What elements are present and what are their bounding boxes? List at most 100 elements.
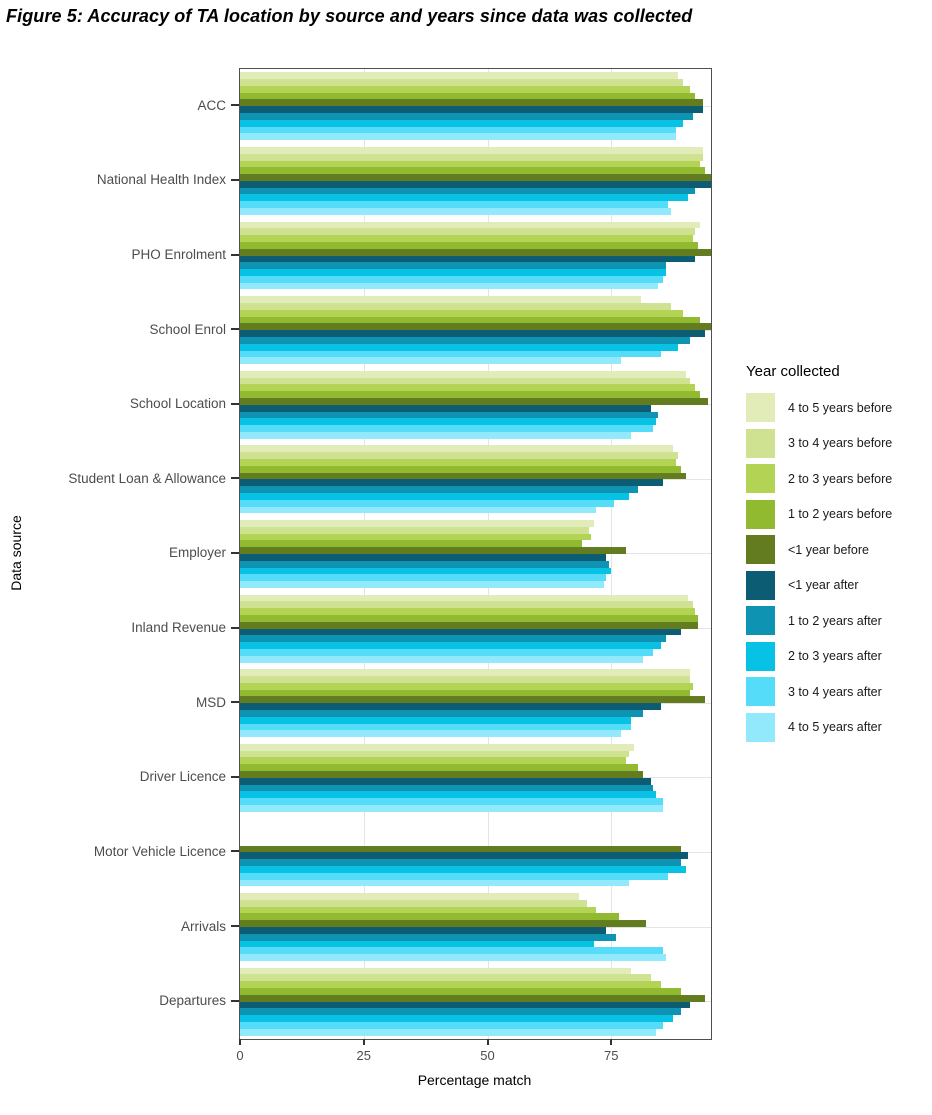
category-label: Inland Revenue bbox=[131, 620, 226, 636]
category-label: PHO Enrolment bbox=[131, 247, 226, 263]
category-label: Student Loan & Allowance bbox=[68, 470, 226, 486]
bar bbox=[240, 174, 711, 181]
category-row: Student Loan & Allowance bbox=[0, 441, 239, 516]
x-tick-mark bbox=[610, 1039, 613, 1045]
category-band bbox=[240, 367, 711, 442]
bar bbox=[240, 235, 693, 242]
bar bbox=[240, 635, 666, 643]
bar-group bbox=[240, 296, 711, 365]
bar bbox=[240, 113, 693, 120]
bar bbox=[240, 655, 644, 663]
bar bbox=[240, 757, 627, 765]
bar bbox=[240, 845, 681, 853]
category-band bbox=[240, 69, 711, 144]
bar bbox=[240, 208, 671, 215]
legend-label: <1 year after bbox=[788, 578, 859, 592]
bar bbox=[240, 954, 666, 961]
bar bbox=[240, 716, 632, 724]
bar-group bbox=[240, 743, 711, 812]
bar bbox=[240, 506, 597, 514]
legend-item: <1 year before bbox=[746, 535, 932, 564]
bar bbox=[240, 920, 646, 927]
bar bbox=[240, 940, 594, 948]
y-tick-mark bbox=[231, 253, 239, 256]
legend: Year collected 4 to 5 years before 3 to 4… bbox=[746, 363, 932, 748]
category-band bbox=[240, 591, 711, 666]
bar bbox=[240, 927, 607, 934]
legend-item: 3 to 4 years before bbox=[746, 428, 932, 458]
bar bbox=[240, 519, 594, 527]
legend-label: 3 to 4 years after bbox=[788, 684, 882, 699]
bar bbox=[240, 126, 676, 134]
bar bbox=[240, 397, 708, 405]
y-tick-mark bbox=[231, 477, 239, 480]
y-tick-mark bbox=[231, 850, 239, 853]
bar bbox=[240, 682, 693, 690]
category-row: MSD bbox=[0, 665, 239, 740]
bar bbox=[240, 499, 614, 507]
bar bbox=[240, 893, 580, 900]
bar bbox=[240, 1015, 674, 1022]
bar bbox=[240, 906, 597, 914]
bar bbox=[240, 119, 684, 127]
category-band bbox=[240, 442, 711, 517]
y-tick-mark bbox=[231, 775, 239, 778]
bar bbox=[240, 723, 632, 731]
legend-swatch bbox=[746, 499, 775, 529]
bar bbox=[240, 472, 686, 480]
legend-swatch bbox=[746, 606, 775, 635]
y-tick-mark bbox=[231, 925, 239, 927]
x-tick-label: 75 bbox=[604, 1048, 619, 1063]
bar bbox=[240, 357, 622, 365]
category-row: Employer bbox=[0, 516, 239, 591]
legend-swatch bbox=[746, 677, 775, 706]
legend-item: <1 year after bbox=[746, 570, 932, 600]
category-label: School Enrol bbox=[149, 321, 226, 337]
bar bbox=[240, 391, 701, 398]
bar bbox=[240, 486, 639, 493]
bar-group bbox=[240, 221, 711, 290]
y-tick-mark bbox=[231, 626, 239, 629]
category-row: Driver Licence bbox=[0, 739, 239, 814]
bar bbox=[240, 825, 711, 832]
bar bbox=[240, 133, 676, 141]
legend-label: 2 to 3 years before bbox=[788, 471, 893, 486]
category-row: School Enrol bbox=[0, 292, 239, 367]
bar bbox=[240, 709, 644, 717]
bar bbox=[240, 675, 691, 683]
bar bbox=[240, 221, 701, 229]
bar bbox=[240, 370, 686, 378]
bar bbox=[240, 784, 654, 792]
bar bbox=[240, 106, 703, 114]
bar-group bbox=[240, 893, 711, 961]
bar bbox=[240, 628, 681, 636]
category-label: ACC bbox=[197, 97, 226, 113]
category-row: Arrivals bbox=[0, 889, 239, 964]
x-tick-mark bbox=[239, 1039, 241, 1045]
bar bbox=[240, 350, 661, 358]
bar bbox=[240, 608, 696, 615]
bar bbox=[240, 85, 691, 93]
legend-swatch bbox=[746, 428, 775, 458]
bar-group bbox=[240, 967, 711, 1036]
bar bbox=[240, 296, 641, 303]
legend-items: 4 to 5 years before 3 to 4 years before 2 … bbox=[746, 393, 932, 742]
category-label: Driver Licence bbox=[139, 769, 226, 785]
bar bbox=[240, 560, 609, 568]
bar bbox=[240, 336, 691, 344]
legend-swatch bbox=[746, 393, 775, 422]
legend-label: 4 to 5 years before bbox=[788, 400, 893, 415]
y-tick-mark bbox=[231, 402, 239, 405]
bar bbox=[240, 72, 679, 80]
bar bbox=[240, 621, 698, 629]
bar bbox=[240, 431, 632, 439]
y-tick-mark bbox=[231, 701, 239, 704]
bar bbox=[240, 777, 651, 785]
bar bbox=[240, 99, 703, 107]
category-row: PHO Enrolment bbox=[0, 217, 239, 292]
bar bbox=[240, 425, 654, 432]
category-band bbox=[240, 144, 711, 219]
bar bbox=[240, 804, 664, 812]
bar bbox=[240, 330, 706, 337]
bar bbox=[240, 418, 656, 426]
